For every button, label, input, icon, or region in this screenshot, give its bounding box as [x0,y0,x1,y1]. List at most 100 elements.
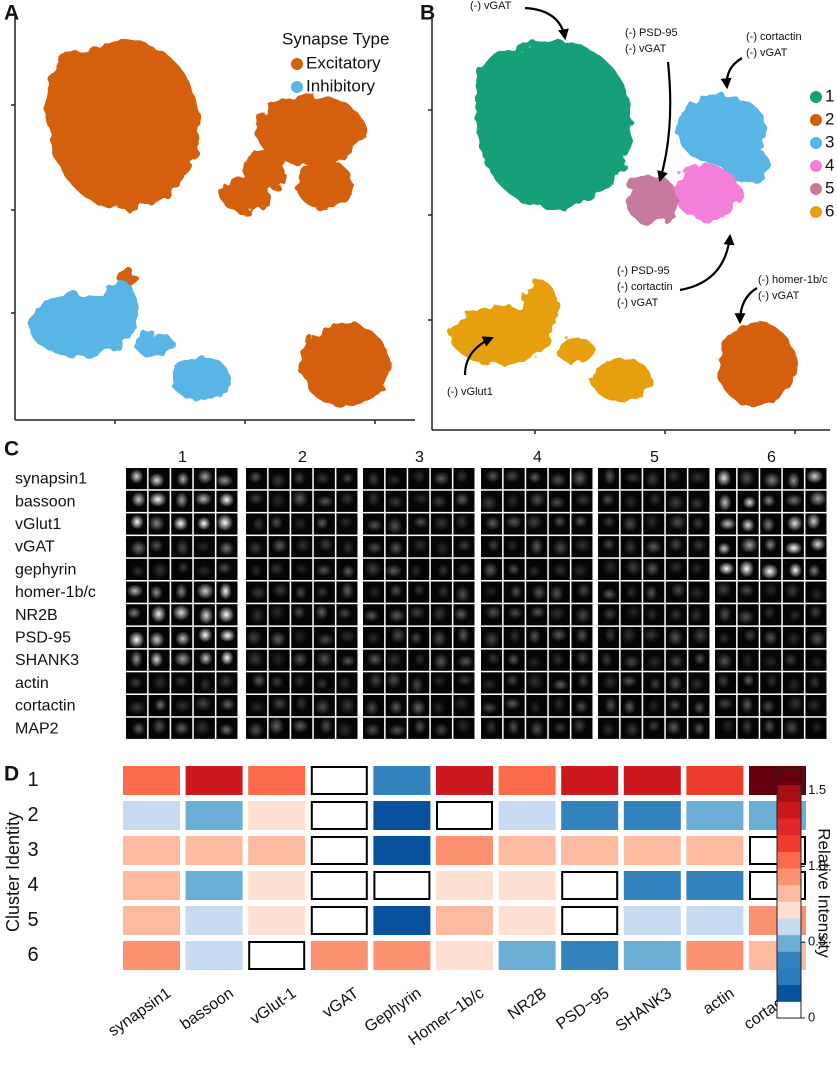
image-spot [644,513,660,531]
annotation: (-) vGAT [625,43,667,55]
image-spot [315,585,329,598]
image-spot [720,717,735,734]
legend-marker [810,137,822,149]
image-spot [215,474,234,487]
annotation-arrows [463,6,758,376]
image-spot [625,584,638,600]
image-spot [503,697,521,710]
image-spot [600,493,615,507]
image-spot [436,584,450,599]
image-spot [550,627,568,642]
image-spot [693,700,706,715]
image-spot [268,561,285,576]
image-spot [645,539,662,554]
image-spot [688,469,707,485]
image-spot [177,561,190,574]
image-spot [197,469,213,485]
image-spot [366,518,383,532]
image-spot [667,628,684,647]
image-spot [318,537,334,552]
image-spot [548,496,566,509]
image-spot [270,515,283,530]
legend-marker [291,81,303,93]
image-spot [575,627,589,644]
image-spot [149,473,165,488]
image-spot [549,472,567,488]
image-spot [131,721,146,736]
column-label: 1 [178,449,187,466]
image-spot [785,582,800,599]
image-spot [762,654,779,669]
image-spot [315,471,331,486]
heatmap-cell [373,766,431,795]
annotation: (-) vGAT [617,297,659,309]
image-spot [715,581,732,598]
heatmap-cell [686,766,744,795]
image-spot [624,471,642,484]
image-spot [341,564,355,579]
column-label: 3 [415,449,424,466]
image-spot [644,560,660,577]
image-spot [601,537,616,552]
legend-label: 5 [825,178,834,197]
image-spot [530,537,544,556]
colorbar-swatch [777,851,801,869]
heatmap-cell [686,906,744,935]
heatmap-cell [248,906,306,935]
image-spot [316,495,335,508]
image-spot [431,629,447,648]
image-spot [433,722,449,738]
image-spot [625,559,642,576]
image-spot [270,675,284,689]
image-spot [413,718,427,735]
image-spot [604,626,617,644]
image-spot [269,472,287,489]
image-spot [339,697,356,715]
image-spot [315,516,329,530]
image-spot [622,654,641,670]
legend-marker [810,114,822,126]
image-spot [786,695,805,713]
y-tick-label: 4 [27,874,38,896]
annotations: (-) vGAT (-) PSD-95 (-) vGAT (-) cortactin (… [447,0,828,398]
image-spot [762,582,779,598]
image-spot [437,563,450,578]
image-spot [808,674,821,690]
image-spot [245,629,263,646]
heatmap-cell [185,836,243,865]
image-spot [151,561,168,579]
image-spot [763,605,776,621]
colorbar-tick-label: 1.0 [808,858,826,873]
image-spot [456,674,474,687]
image-spot [718,562,735,576]
image-spot [367,489,381,508]
row-label: actin [15,675,49,692]
heatmap-cell [310,871,368,900]
image-spot [431,494,448,509]
image-spot [336,721,354,739]
image-spot [738,583,755,598]
heatmap-cell [373,941,431,970]
heatmap-cell [623,871,681,900]
image-spot [173,721,190,736]
image-spot [455,469,469,484]
image-spot [668,560,685,575]
image-spot [577,672,590,690]
image-spot [316,632,335,647]
image-spot [761,563,779,580]
image-spot [739,560,755,578]
legend-marker [810,160,822,172]
image-spot [483,584,499,598]
image-spot [148,515,165,532]
image-spot [525,514,543,530]
image-spot [668,698,682,712]
image-spot [718,493,732,512]
column-label: 2 [298,449,307,466]
image-spot [507,718,520,736]
image-spot [480,494,498,512]
image-spot [247,540,263,556]
row-label: gephyrin [15,561,76,578]
image-spot [412,469,427,484]
image-spot [646,654,664,670]
image-spot [294,585,307,600]
